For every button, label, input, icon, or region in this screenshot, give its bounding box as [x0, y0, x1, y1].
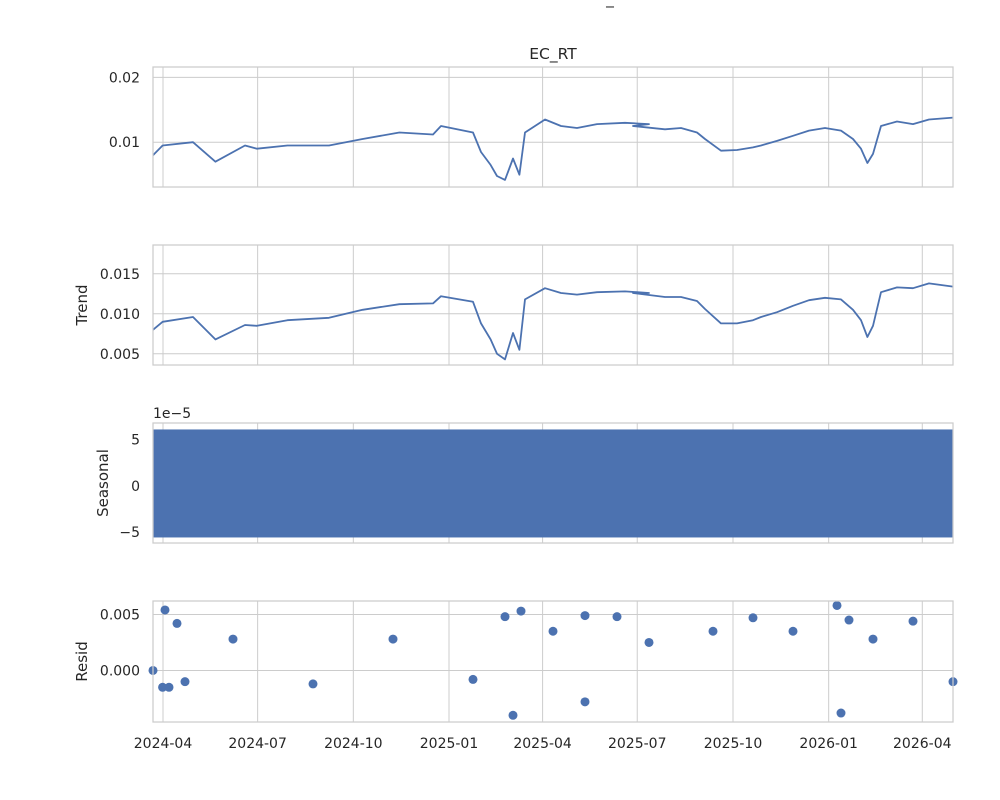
x-tick-label: 2025-10 [704, 736, 763, 752]
y-tick-label: −5 [119, 525, 140, 541]
resid-point [516, 606, 526, 616]
y-tick-label: 0.015 [100, 267, 140, 283]
resid-point [228, 634, 238, 644]
x-tick-label: 2026-01 [799, 736, 858, 752]
resid-point [308, 679, 318, 689]
resid-point [508, 710, 518, 720]
axes-frame [152, 422, 954, 544]
y-tick-label: 5 [131, 433, 140, 449]
axes-frame [152, 244, 954, 366]
x-tick-label: 2025-07 [608, 736, 667, 752]
resid-point [708, 626, 718, 636]
resid-point [158, 682, 168, 692]
resid-point [844, 615, 854, 625]
y-axis-label: Seasonal [94, 449, 112, 517]
panel-title: EC_RT [529, 45, 577, 64]
resid-point [160, 605, 170, 615]
panel-4: 0.000 0.005 Resid 2024-04 2024-07 2024-10 2025… [73, 600, 958, 752]
y-tick-label: 0.005 [100, 347, 140, 363]
y-offset-label: 1e−5 [153, 406, 191, 422]
resid-point [468, 674, 478, 684]
series-line [152, 282, 954, 361]
resid-point [548, 626, 558, 636]
panels: 0.01 0.02 EC_RT 0.005 0.010 0.015 Trend −5 0 5 Sea… [73, 45, 958, 752]
panel-1: 0.01 0.02 EC_RT [109, 45, 954, 188]
y-tick-label: 0.000 [100, 663, 140, 679]
y-axis-label: Resid [73, 641, 91, 681]
x-tick-label: 2024-07 [228, 736, 287, 752]
resid-point [580, 611, 590, 621]
y-tick-label: 0.005 [100, 607, 140, 623]
y-tick-label: 0.010 [100, 307, 140, 323]
panel-2: 0.005 0.010 0.015 Trend [73, 244, 954, 366]
resid-point [164, 682, 174, 692]
resid-point [612, 612, 622, 622]
x-tick-label: 2024-10 [324, 736, 383, 752]
resid-point [836, 708, 846, 718]
resid-point [180, 677, 190, 687]
resid-point [748, 613, 758, 623]
x-tick-label: 2024-04 [134, 736, 193, 752]
panel-3: −5 0 5 Seasonal 1e−5 [94, 406, 954, 544]
x-tick-label: 2026-04 [893, 736, 952, 752]
axes-frame [152, 600, 954, 723]
y-tick-label: 0.02 [109, 70, 140, 86]
y-tick-label: 0.01 [109, 135, 140, 151]
x-tick-label: 2025-04 [513, 736, 572, 752]
axes-frame [152, 66, 954, 188]
y-axis-label: Trend [73, 284, 91, 326]
resid-point [580, 697, 590, 707]
resid-point [172, 618, 182, 628]
resid-point [500, 612, 510, 622]
figure-suptitle: _ [605, 0, 614, 9]
resid-point [388, 634, 398, 644]
series-line [152, 116, 954, 181]
seasonal-band [153, 429, 953, 538]
resid-point [788, 626, 798, 636]
resid-point [868, 634, 878, 644]
resid-point [908, 616, 918, 626]
x-tick-label: 2025-01 [420, 736, 479, 752]
resid-point [644, 637, 654, 647]
y-tick-label: 0 [131, 479, 140, 495]
resid-point [832, 600, 842, 610]
